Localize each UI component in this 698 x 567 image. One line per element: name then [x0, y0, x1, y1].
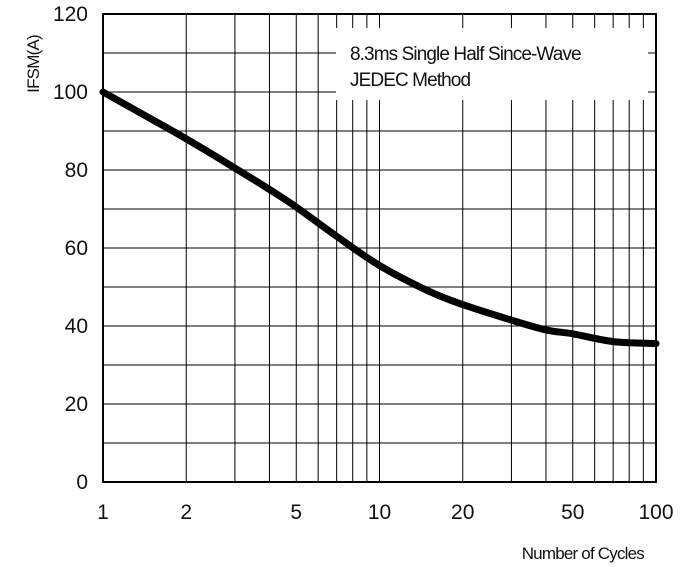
x-axis-label: Number of Cycles: [522, 544, 645, 563]
x-tick-label: 20: [451, 501, 474, 524]
x-tick-label: 100: [638, 501, 673, 524]
y-tick-label: 80: [65, 159, 88, 182]
annotation-line-1: 8.3ms Single Half Since-Wave: [350, 44, 581, 65]
x-tick-label: 1: [97, 501, 109, 524]
x-tick-label: 50: [561, 501, 584, 524]
y-axis-label: IFSM(A): [24, 35, 43, 93]
x-tick-label: 5: [290, 501, 302, 524]
y-tick-label: 60: [65, 237, 88, 260]
x-tick-label: 2: [180, 501, 192, 524]
series-line: [99, 88, 660, 348]
x-tick-labels: 1 2 5 10 20 50 100: [97, 501, 673, 524]
y-tick-label: 20: [65, 393, 88, 416]
y-tick-label: 40: [65, 315, 88, 338]
annotation-line-2: JEDEC Method: [350, 70, 470, 91]
series-curve: [99, 88, 660, 348]
y-tick-label: 0: [76, 471, 88, 494]
annotation-box: [336, 28, 648, 100]
y-tick-labels: 0 20 40 60 80 100 120: [53, 3, 88, 494]
y-tick-label: 100: [53, 81, 88, 104]
x-tick-label: 10: [368, 501, 391, 524]
y-tick-label: 120: [53, 3, 88, 26]
